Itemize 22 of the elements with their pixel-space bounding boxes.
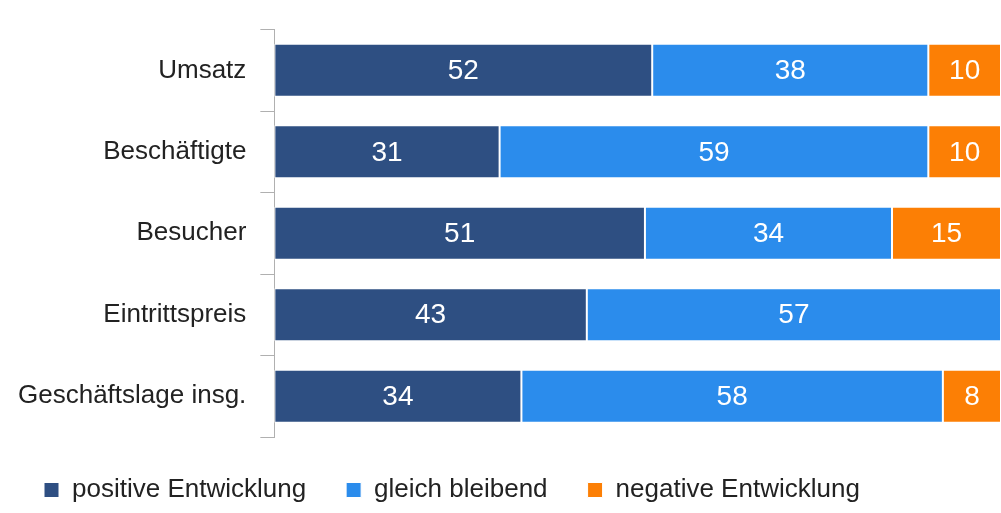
legend-label: gleich bleibend bbox=[374, 473, 548, 504]
legend-label: positive Entwicklung bbox=[72, 473, 307, 504]
data-label: 8 bbox=[964, 379, 980, 411]
data-label: 43 bbox=[415, 298, 447, 330]
data-label: 59 bbox=[698, 135, 730, 167]
data-label: 10 bbox=[949, 135, 981, 167]
data-label: 52 bbox=[447, 54, 479, 86]
y-tick-label: Eintrittspreis bbox=[103, 297, 247, 328]
y-tick-label: Geschäftslage insg. bbox=[17, 379, 247, 410]
data-label: 10 bbox=[949, 54, 981, 86]
y-tick-label: Besucher bbox=[136, 216, 247, 247]
data-label: 31 bbox=[371, 135, 403, 167]
data-label: 51 bbox=[444, 217, 476, 249]
legend-label: negative Entwicklung bbox=[615, 473, 860, 504]
data-label: 38 bbox=[774, 54, 806, 86]
data-label: 34 bbox=[382, 379, 414, 411]
data-label: 58 bbox=[716, 379, 748, 411]
y-tick-label: Umsatz bbox=[158, 53, 247, 84]
data-label: 34 bbox=[752, 217, 785, 249]
y-tick-label: Beschäftigte bbox=[103, 134, 247, 165]
data-label: 15 bbox=[930, 217, 963, 249]
data-label: 57 bbox=[778, 298, 810, 330]
